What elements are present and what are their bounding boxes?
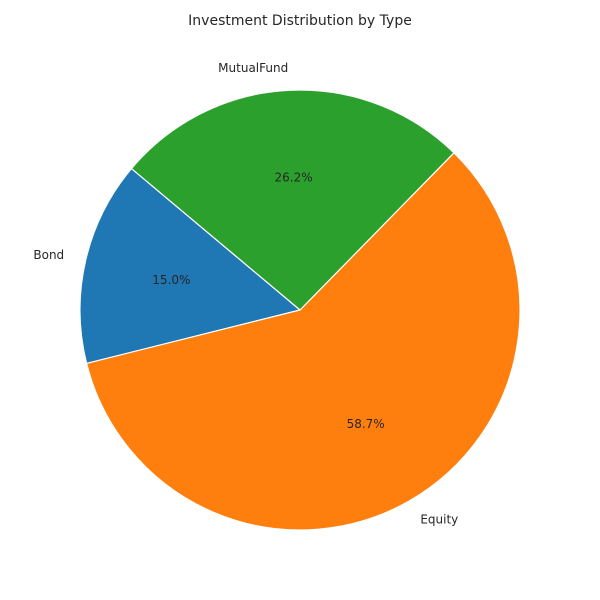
pie-slice-equity (85, 152, 521, 531)
slice-label-mutualfund: MutualFund (218, 61, 288, 75)
chart-title: Investment Distribution by Type (188, 13, 412, 29)
pct-label-equity: 58.7% (347, 417, 385, 431)
slice-label-bond: Bond (33, 248, 64, 262)
pct-label-mutualfund: 26.2% (275, 171, 313, 185)
pie-slice-bond (79, 167, 302, 365)
pie-slices (79, 89, 521, 531)
slice-label-equity: Equity (420, 512, 458, 526)
pie-labels: Bond 15.0% Equity 58.7% MutualFund 26.2% (33, 61, 458, 527)
pie-slice-mutualfund (130, 89, 455, 311)
pct-label-bond: 15.0% (152, 273, 190, 287)
